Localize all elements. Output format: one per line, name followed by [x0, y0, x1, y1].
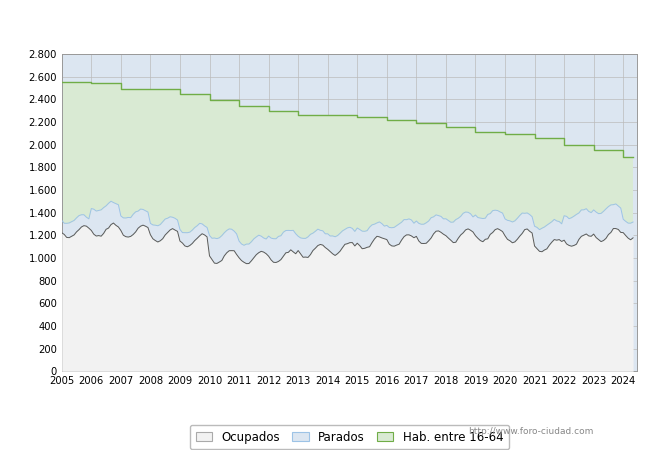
Legend: Ocupados, Parados, Hab. entre 16-64: Ocupados, Parados, Hab. entre 16-64	[190, 425, 509, 450]
Text: Castropol - Evolucion de la poblacion en edad de Trabajar Mayo de 2024: Castropol - Evolucion de la poblacion en…	[93, 17, 557, 30]
Text: http://www.foro-ciudad.com: http://www.foro-ciudad.com	[468, 427, 593, 436]
